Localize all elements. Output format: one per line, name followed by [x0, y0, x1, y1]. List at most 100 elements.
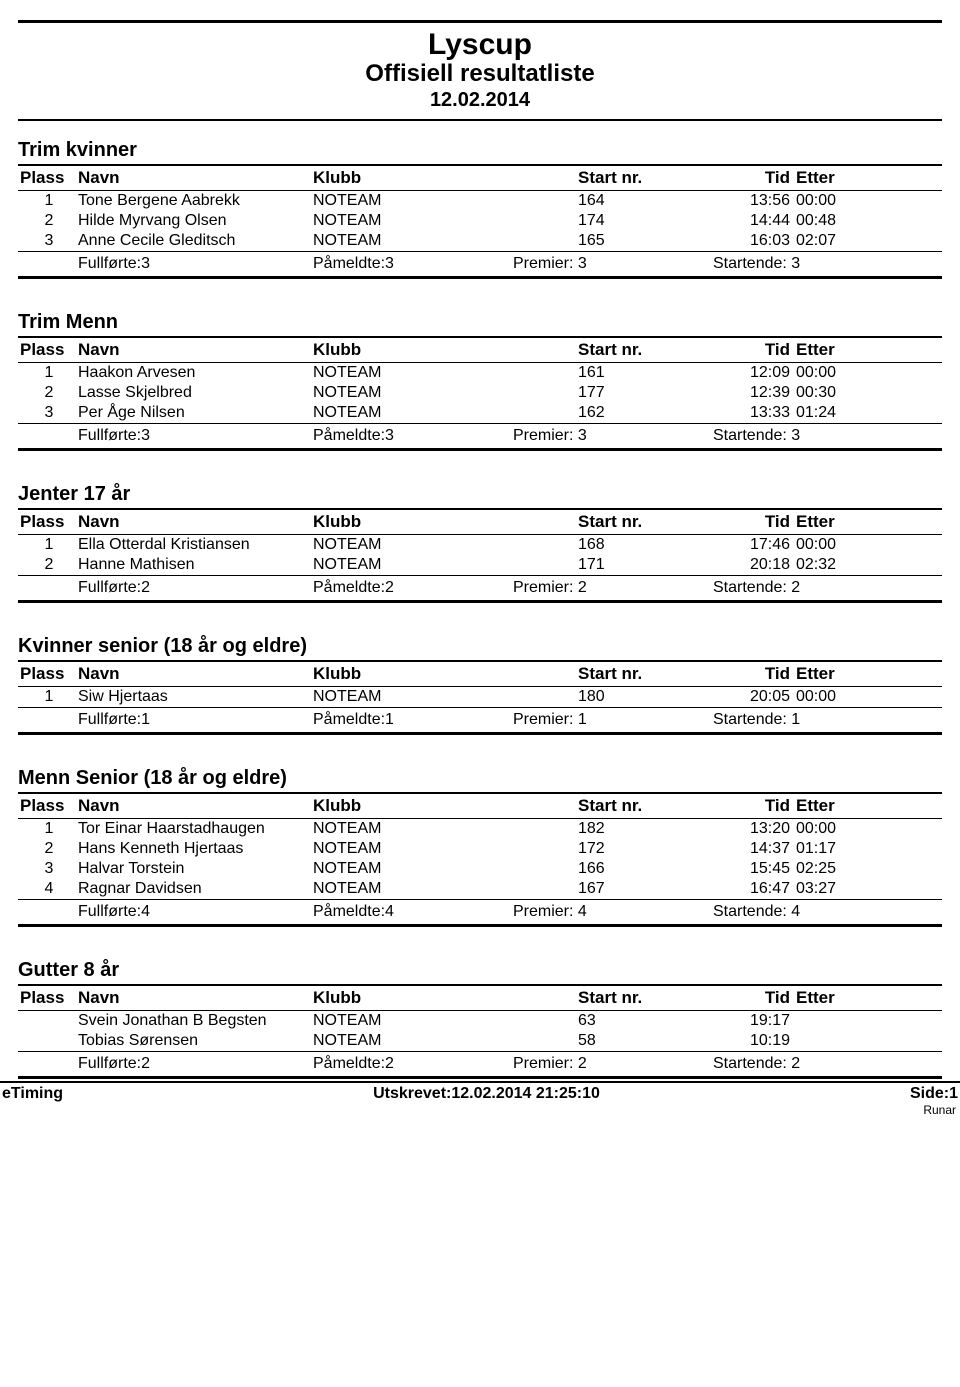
summary-startende: Startende: 4	[713, 903, 942, 921]
col-header-klubb: Klubb	[313, 512, 578, 532]
cell-navn: Tone Bergene Aabrekk	[78, 192, 313, 210]
col-header-etter: Etter	[796, 796, 896, 816]
summary-fullforte: Fullførte:1	[78, 711, 313, 729]
summary-premier: Premier: 4	[513, 903, 713, 921]
cell-klubb: NOTEAM	[313, 404, 578, 422]
cell-start: 171	[578, 556, 696, 574]
summary-pameldte: Påmeldte:1	[313, 711, 513, 729]
rows-container: 1Haakon ArvesenNOTEAM16112:0900:002Lasse…	[18, 363, 942, 424]
cell-tid: 20:18	[696, 556, 796, 574]
col-header-start: Start nr.	[578, 340, 696, 360]
cell-start: 63	[578, 1012, 696, 1030]
result-section: Kvinner senior (18 år og eldre)PlassNavn…	[18, 635, 942, 735]
footer-bar: eTiming Utskrevet:12.02.2014 21:25:10 Si…	[0, 1081, 960, 1103]
col-header-klubb: Klubb	[313, 340, 578, 360]
summary-fullforte: Fullførte:3	[78, 255, 313, 273]
cell-klubb: NOTEAM	[313, 880, 578, 898]
col-header-plass: Plass	[18, 664, 78, 684]
section-summary: Fullførte:3Påmeldte:3Premier: 3Startende…	[18, 424, 942, 451]
cell-tid: 13:20	[696, 820, 796, 838]
col-header-plass: Plass	[18, 512, 78, 532]
section-summary: Fullførte:1Påmeldte:1Premier: 1Startende…	[18, 708, 942, 735]
cell-start: 162	[578, 404, 696, 422]
cell-tid: 16:03	[696, 232, 796, 250]
cell-etter: 02:25	[796, 860, 896, 878]
col-header-klubb: Klubb	[313, 988, 578, 1008]
summary-startende: Startende: 2	[713, 1055, 942, 1073]
cell-etter: 02:07	[796, 232, 896, 250]
result-section: Gutter 8 årPlassNavnKlubbStart nr.TidEtt…	[18, 959, 942, 1079]
table-row: 2Hans Kenneth HjertaasNOTEAM17214:3701:1…	[18, 839, 942, 859]
cell-etter: 00:30	[796, 384, 896, 402]
cell-navn: Hanne Mathisen	[78, 556, 313, 574]
col-header-plass: Plass	[18, 796, 78, 816]
footer-center: Utskrevet:12.02.2014 21:25:10	[373, 1085, 600, 1103]
col-header-tid: Tid	[696, 340, 796, 360]
cell-navn: Siw Hjertaas	[78, 688, 313, 706]
col-header-navn: Navn	[78, 664, 313, 684]
summary-premier: Premier: 2	[513, 579, 713, 597]
col-header-navn: Navn	[78, 340, 313, 360]
table-header-row: PlassNavnKlubbStart nr.TidEtter	[18, 660, 942, 687]
cell-tid: 20:05	[696, 688, 796, 706]
cell-plass: 1	[18, 364, 78, 382]
table-row: 3Anne Cecile GleditschNOTEAM16516:0302:0…	[18, 231, 942, 251]
cell-plass: 3	[18, 404, 78, 422]
section-summary: Fullførte:4Påmeldte:4Premier: 4Startende…	[18, 900, 942, 927]
cell-klubb: NOTEAM	[313, 192, 578, 210]
section-title: Kvinner senior (18 år og eldre)	[18, 635, 942, 658]
rows-container: 1Tone Bergene AabrekkNOTEAM16413:5600:00…	[18, 191, 942, 252]
report-title: Lyscup	[18, 29, 942, 61]
rows-container: 1Tor Einar HaarstadhaugenNOTEAM18213:200…	[18, 819, 942, 900]
table-row: 1Ella Otterdal KristiansenNOTEAM16817:46…	[18, 535, 942, 555]
table-row: Svein Jonathan B BegstenNOTEAM6319:17	[18, 1011, 942, 1031]
cell-start: 174	[578, 212, 696, 230]
col-header-etter: Etter	[796, 340, 896, 360]
section-title: Gutter 8 år	[18, 959, 942, 982]
summary-pameldte: Påmeldte:3	[313, 255, 513, 273]
col-header-etter: Etter	[796, 512, 896, 532]
cell-klubb: NOTEAM	[313, 212, 578, 230]
cell-tid: 16:47	[696, 880, 796, 898]
table-row: 1Tone Bergene AabrekkNOTEAM16413:5600:00	[18, 191, 942, 211]
col-header-etter: Etter	[796, 988, 896, 1008]
table-row: Tobias SørensenNOTEAM5810:19	[18, 1031, 942, 1051]
cell-klubb: NOTEAM	[313, 536, 578, 554]
cell-tid: 19:17	[696, 1012, 796, 1030]
col-header-tid: Tid	[696, 988, 796, 1008]
summary-premier: Premier: 3	[513, 255, 713, 273]
section-title: Trim kvinner	[18, 139, 942, 162]
cell-klubb: NOTEAM	[313, 820, 578, 838]
col-header-etter: Etter	[796, 168, 896, 188]
cell-etter: 00:00	[796, 688, 896, 706]
cell-etter: 01:24	[796, 404, 896, 422]
table-header-row: PlassNavnKlubbStart nr.TidEtter	[18, 164, 942, 191]
cell-klubb: NOTEAM	[313, 1012, 578, 1030]
section-summary: Fullførte:2Påmeldte:2Premier: 2Startende…	[18, 1052, 942, 1079]
cell-navn: Per Åge Nilsen	[78, 404, 313, 422]
table-header-row: PlassNavnKlubbStart nr.TidEtter	[18, 336, 942, 363]
summary-startende: Startende: 3	[713, 427, 942, 445]
table-row: 2Hanne MathisenNOTEAM17120:1802:32	[18, 555, 942, 575]
cell-plass: 1	[18, 192, 78, 210]
cell-tid: 13:33	[696, 404, 796, 422]
table-row: 1Haakon ArvesenNOTEAM16112:0900:00	[18, 363, 942, 383]
cell-navn: Haakon Arvesen	[78, 364, 313, 382]
cell-tid: 12:39	[696, 384, 796, 402]
cell-start: 168	[578, 536, 696, 554]
section-summary: Fullførte:2Påmeldte:2Premier: 2Startende…	[18, 576, 942, 603]
cell-plass: 4	[18, 880, 78, 898]
summary-startende: Startende: 1	[713, 711, 942, 729]
cell-etter: 00:00	[796, 364, 896, 382]
cell-etter: 00:00	[796, 192, 896, 210]
summary-fullforte: Fullførte:4	[78, 903, 313, 921]
col-header-navn: Navn	[78, 512, 313, 532]
cell-navn: Lasse Skjelbred	[78, 384, 313, 402]
cell-etter	[796, 1032, 896, 1050]
col-header-start: Start nr.	[578, 512, 696, 532]
cell-navn: Hilde Myrvang Olsen	[78, 212, 313, 230]
section-title: Menn Senior (18 år og eldre)	[18, 767, 942, 790]
table-row: 2Hilde Myrvang OlsenNOTEAM17414:4400:48	[18, 211, 942, 231]
cell-klubb: NOTEAM	[313, 688, 578, 706]
section-summary: Fullførte:3Påmeldte:3Premier: 3Startende…	[18, 252, 942, 279]
